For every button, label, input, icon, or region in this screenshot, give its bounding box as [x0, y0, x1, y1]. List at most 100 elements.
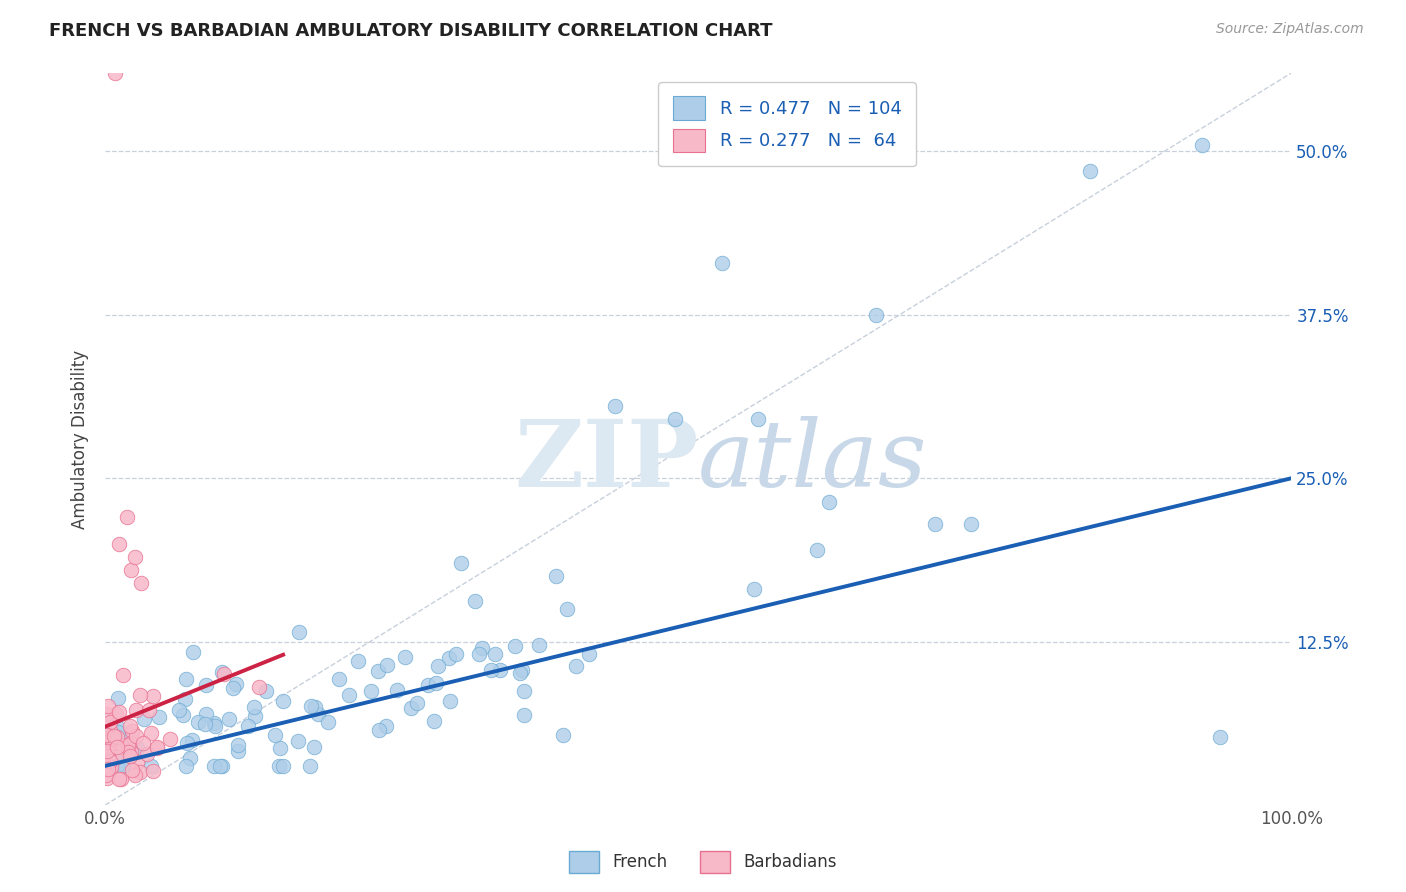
Point — [110, 731, 132, 745]
Point — [125, 755, 148, 769]
Point — [302, 740, 325, 755]
Point — [218, 712, 240, 726]
Point — [347, 654, 370, 668]
Point — [94, 732, 117, 747]
Point — [510, 663, 533, 677]
Point — [142, 764, 165, 779]
Point — [195, 706, 218, 721]
Point — [120, 563, 142, 577]
Legend: French, Barbadians: French, Barbadians — [562, 845, 844, 880]
Point — [212, 667, 235, 681]
Point — [367, 723, 389, 738]
Point — [98, 754, 121, 768]
Point — [124, 549, 146, 564]
Point — [267, 759, 290, 773]
Point — [115, 510, 138, 524]
Point — [97, 749, 120, 764]
Point — [172, 708, 194, 723]
Point — [287, 734, 309, 748]
Point — [287, 625, 309, 640]
Point — [129, 575, 152, 590]
Point — [377, 657, 399, 672]
Point — [100, 732, 122, 747]
Point — [111, 739, 134, 753]
Point — [103, 729, 125, 743]
Point — [117, 738, 139, 752]
Point — [422, 714, 444, 728]
Point — [179, 750, 201, 764]
Point — [503, 640, 526, 654]
Point — [425, 676, 447, 690]
Point — [337, 688, 360, 702]
Point — [108, 536, 131, 550]
Legend: R = 0.477   N = 104, R = 0.277   N =  64: R = 0.477 N = 104, R = 0.277 N = 64 — [658, 82, 917, 166]
Point — [202, 715, 225, 730]
Text: ZIP: ZIP — [515, 416, 699, 506]
Point — [236, 718, 259, 732]
Point — [307, 707, 329, 722]
Point — [107, 691, 129, 706]
Point — [103, 748, 125, 763]
Point — [108, 772, 131, 786]
Point — [110, 772, 132, 786]
Point — [399, 701, 422, 715]
Point — [136, 747, 159, 761]
Point — [132, 736, 155, 750]
Point — [96, 771, 118, 785]
Point — [138, 703, 160, 717]
Point — [94, 768, 117, 782]
Point — [328, 673, 350, 687]
Point — [141, 725, 163, 739]
Point — [564, 659, 586, 673]
Point — [97, 762, 120, 776]
Point — [120, 736, 142, 750]
Point — [468, 648, 491, 662]
Point — [202, 759, 225, 773]
Point — [105, 759, 128, 773]
Point — [148, 710, 170, 724]
Point — [375, 719, 398, 733]
Y-axis label: Ambulatory Disability: Ambulatory Disability — [72, 350, 89, 529]
Point — [264, 727, 287, 741]
Point — [174, 759, 197, 773]
Point — [111, 668, 134, 682]
Point — [513, 684, 536, 698]
Point — [479, 663, 502, 677]
Point — [181, 644, 204, 658]
Point — [1191, 137, 1213, 152]
Point — [416, 678, 439, 692]
Point — [1209, 730, 1232, 744]
Point — [100, 0, 122, 2]
Point — [100, 730, 122, 744]
Point — [269, 741, 291, 756]
Point — [254, 684, 277, 698]
Point — [120, 719, 142, 733]
Point — [98, 738, 121, 752]
Point — [304, 700, 326, 714]
Point — [98, 762, 121, 776]
Point — [139, 759, 162, 773]
Point — [176, 736, 198, 750]
Point — [544, 569, 567, 583]
Point — [245, 709, 267, 723]
Point — [107, 725, 129, 739]
Point — [226, 738, 249, 752]
Point — [211, 758, 233, 772]
Point — [98, 757, 121, 772]
Point — [450, 556, 472, 570]
Point — [104, 66, 127, 80]
Point — [105, 749, 128, 764]
Point — [439, 693, 461, 707]
Point — [471, 641, 494, 656]
Point — [94, 728, 117, 742]
Point — [208, 759, 231, 773]
Text: FRENCH VS BARBADIAN AMBULATORY DISABILITY CORRELATION CHART: FRENCH VS BARBADIAN AMBULATORY DISABILIT… — [49, 22, 773, 40]
Point — [1078, 164, 1101, 178]
Point — [817, 494, 839, 508]
Point — [578, 647, 600, 661]
Point — [299, 759, 322, 773]
Point — [121, 723, 143, 738]
Point — [117, 745, 139, 759]
Point — [865, 308, 887, 322]
Point — [125, 703, 148, 717]
